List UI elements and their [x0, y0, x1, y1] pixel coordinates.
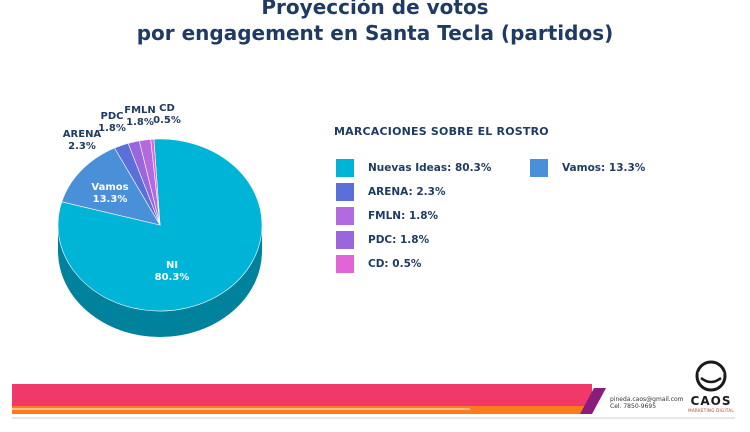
- slice-label-cd: CD 0.5%: [153, 103, 181, 126]
- pie-slice-vamos: [61, 147, 161, 226]
- chart-title-line1: Proyección de votos: [261, 0, 489, 19]
- legend-swatch: [336, 183, 354, 201]
- legend-label: Vamos: 13.3%: [562, 162, 646, 174]
- legend-label: ARENA: 2.3%: [368, 186, 446, 198]
- brand-tagline: MARKETING DIGITAL: [688, 408, 734, 413]
- legend-label: PDC: 1.8%: [368, 234, 430, 246]
- legend-swatch: [336, 255, 354, 273]
- legend-label: Nuevas Ideas: 80.3%: [368, 162, 492, 174]
- legend-item-arena: ARENA: 2.3%: [336, 182, 445, 202]
- slice-label-arena: ARENA 2.3%: [63, 129, 102, 152]
- legend-swatch: [336, 207, 354, 225]
- contact-email: pineda.caos@gmail.com: [610, 396, 684, 403]
- legend-title: MARCACIONES SOBRE EL ROSTRO: [334, 125, 549, 138]
- slice-label-fmln: FMLN 1.8%: [124, 105, 156, 128]
- footer-contact: pineda.caos@gmail.com Cel. 7850-9695: [610, 396, 684, 410]
- legend-item-cd: CD: 0.5%: [336, 254, 421, 274]
- legend-label: CD: 0.5%: [368, 258, 422, 270]
- brand-logo: CAOS MARKETING DIGITAL: [683, 358, 739, 416]
- contact-phone: Cel. 7850-9695: [610, 403, 657, 410]
- chart-title-line2: por engagement en Santa Tecla (partidos): [136, 21, 614, 45]
- slice-label-ni: NI 80.3%: [155, 260, 190, 283]
- legend-label: FMLN: 1.8%: [368, 210, 439, 222]
- legend-item-fmln: FMLN: 1.8%: [336, 206, 438, 226]
- legend-swatch: [336, 159, 354, 177]
- legend-swatch: [530, 159, 548, 177]
- brand-symbol-icon: [695, 360, 727, 392]
- legend-item-ni: Nuevas Ideas: 80.3%: [336, 158, 491, 178]
- footer-slash-accent: [580, 388, 606, 414]
- brand-name: CAOS: [690, 394, 732, 408]
- footer-band-orange: [12, 406, 592, 414]
- footer-band-red: [12, 384, 592, 406]
- slice-label-pdc: PDC 1.8%: [98, 111, 126, 134]
- pie-slice-cd: [150, 138, 161, 226]
- legend-item-vamos: Vamos: 13.3%: [530, 158, 645, 178]
- legend-swatch: [336, 231, 354, 249]
- legend-item-pdc: PDC: 1.8%: [336, 230, 429, 250]
- slice-label-vamos: Vamos 13.3%: [91, 182, 128, 205]
- pie-side: [58, 225, 262, 337]
